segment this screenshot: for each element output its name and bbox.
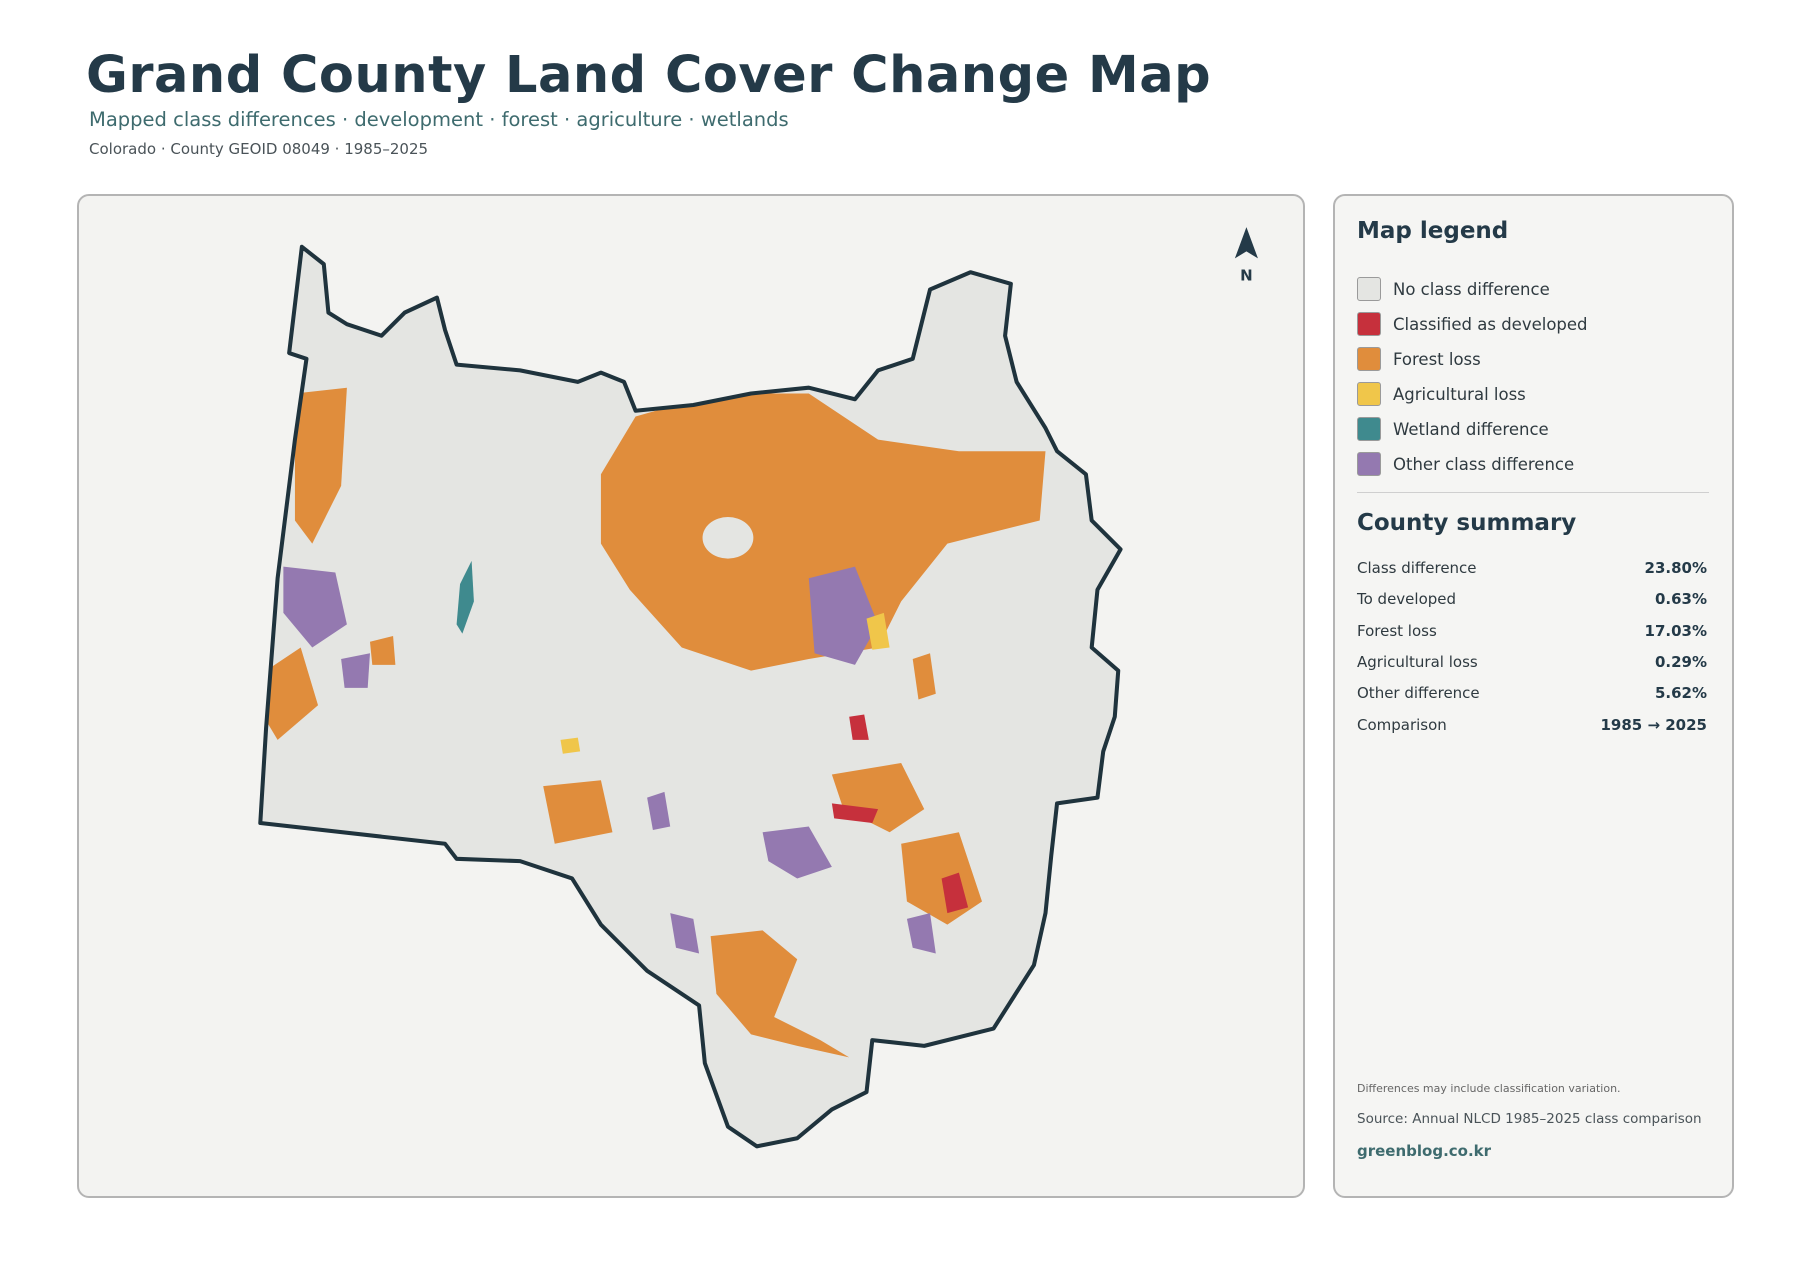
title: Grand County Land Cover Change Map (86, 46, 1212, 105)
summary-label: To developed (1357, 590, 1457, 609)
summary-label: Comparison (1357, 715, 1447, 734)
north-label: N (1240, 266, 1253, 284)
legend-item: No class difference (1357, 276, 1550, 302)
summary-row: Class difference 23.80% (1357, 556, 1707, 580)
summary-value: 1985 → 2025 (1600, 715, 1707, 734)
county-boundary (258, 244, 1123, 1149)
summary-label: Other difference (1357, 684, 1480, 703)
summary-value: 5.62% (1654, 684, 1707, 703)
summary-title: County summary (1357, 510, 1577, 536)
legend-label: Agricultural loss (1393, 384, 1526, 404)
legend-title: Map legend (1357, 218, 1509, 244)
summary-row: Agricultural loss 0.29% (1357, 650, 1707, 674)
summary-label: Forest loss (1357, 621, 1437, 640)
summary-row: Other difference 5.62% (1357, 681, 1707, 705)
legend-item: Classified as developed (1357, 311, 1588, 337)
legend-swatch (1357, 312, 1381, 336)
legend-item: Wetland difference (1357, 416, 1549, 442)
summary-label: Class difference (1357, 559, 1477, 577)
note: Differences may include classification v… (1357, 1082, 1621, 1095)
site: greenblog.co.kr (1357, 1142, 1492, 1160)
summary-label: Agricultural loss (1357, 652, 1478, 671)
summary-row: Comparison 1985 → 2025 (1357, 713, 1707, 737)
legend-label: Classified as developed (1393, 314, 1588, 334)
summary-value: 0.63% (1654, 590, 1707, 609)
summary-value: 0.29% (1654, 652, 1707, 671)
map-panel: N (77, 194, 1305, 1198)
north-arrow (1234, 227, 1258, 259)
legend-label: Forest loss (1393, 349, 1481, 369)
summary-value: 17.03% (1644, 621, 1707, 640)
legend-label: Other class difference (1393, 454, 1575, 474)
legend-item: Agricultural loss (1357, 381, 1526, 407)
legend-panel: Map legend No class difference Classified… (1333, 194, 1734, 1198)
subtitle: Mapped class differences · development ·… (89, 108, 789, 131)
summary-value: 23.80% (1644, 559, 1707, 577)
legend-swatch (1357, 417, 1381, 441)
legend-item: Other class difference (1357, 451, 1574, 477)
summary-row: To developed 0.63% (1357, 587, 1707, 611)
divider (1357, 492, 1709, 493)
legend-swatch (1357, 347, 1381, 371)
legend-label: Wetland difference (1393, 419, 1549, 439)
map: N (258, 227, 1258, 1149)
summary-row: Forest loss 17.03% (1357, 619, 1707, 643)
legend-swatch (1357, 277, 1381, 301)
legend-swatch (1357, 452, 1381, 476)
source: Source: Annual NLCD 1985–2025 class comp… (1357, 1111, 1702, 1127)
legend-swatch (1357, 382, 1381, 406)
legend-label: No class difference (1393, 279, 1550, 299)
legend-item: Forest loss (1357, 346, 1481, 372)
meta: Colorado · County GEOID 08049 · 1985–202… (89, 140, 429, 158)
